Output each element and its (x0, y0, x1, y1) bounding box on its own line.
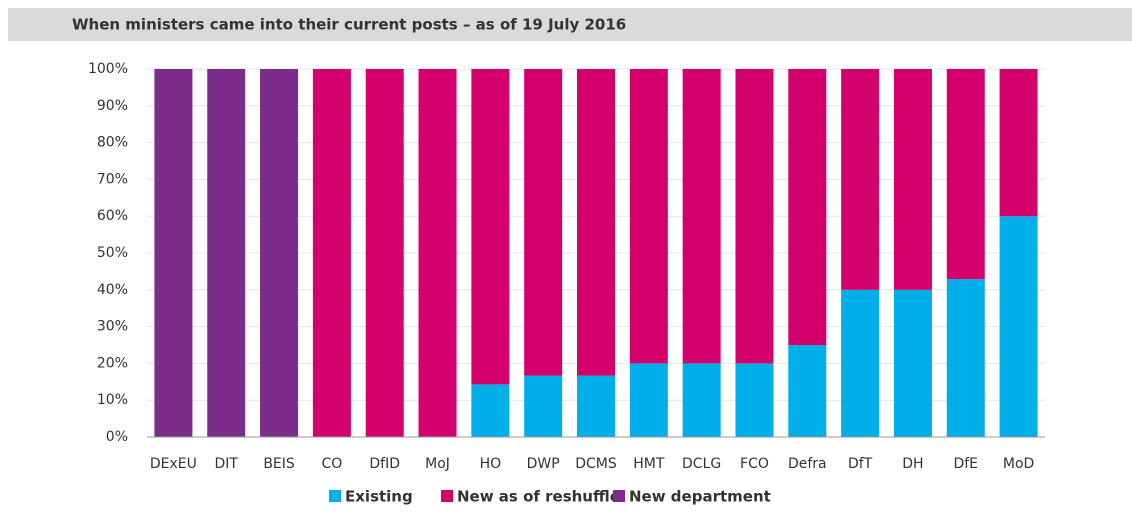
x-tick-label: DWP (527, 456, 560, 472)
bar-segment (629, 363, 668, 437)
x-tick-label: HO (480, 456, 502, 472)
bar-segment (207, 69, 246, 437)
x-tick-label: DH (902, 456, 923, 472)
bar-segment (629, 69, 668, 364)
y-tick-label: 100% (88, 61, 128, 77)
bar-segment (946, 279, 985, 437)
bar-segment (682, 69, 721, 364)
bar-segment (365, 69, 404, 437)
x-tick-label: MoJ (425, 456, 450, 472)
y-tick-label: 20% (97, 355, 128, 371)
bar-segment (312, 69, 351, 437)
x-tick-label: DfE (953, 456, 978, 472)
bar-segment (682, 363, 721, 437)
bar-segment (524, 69, 563, 376)
y-tick-label: 70% (97, 171, 128, 187)
x-tick-label: DIT (215, 456, 239, 472)
bar-segment (471, 69, 510, 385)
y-tick-label: 80% (97, 135, 128, 151)
bar-segment (577, 69, 615, 376)
x-tick-label: DCMS (575, 456, 617, 472)
y-tick-label: 90% (97, 98, 128, 114)
y-tick-label: 0% (106, 429, 128, 445)
x-tick-label: Defra (788, 456, 827, 472)
bar-segment (788, 69, 827, 345)
bar-segment (260, 69, 299, 437)
bar-segment (841, 69, 880, 290)
x-tick-label: HMT (633, 456, 665, 472)
chart-title: When ministers came into their current p… (72, 16, 626, 34)
bar-segment (999, 69, 1038, 217)
title-band (8, 8, 1132, 41)
x-tick-label: BEIS (263, 456, 295, 472)
bar-segment (524, 375, 563, 437)
bar-segment (893, 69, 932, 290)
x-tick-label: FCO (740, 456, 769, 472)
legend-swatch (613, 490, 625, 502)
y-tick-label: 10% (97, 392, 128, 408)
bar-segment (735, 69, 774, 364)
bar-segment (999, 216, 1038, 437)
bar-segment (946, 69, 985, 280)
x-tick-label: MoD (1003, 456, 1034, 472)
y-tick-label: 50% (97, 245, 128, 261)
legend-label: Existing (345, 488, 413, 506)
bar-segment (893, 289, 932, 437)
y-tick-label: 30% (97, 319, 128, 335)
x-tick-label: DCLG (682, 456, 721, 472)
bar-segment (577, 375, 615, 437)
legend-label: New department (629, 488, 771, 506)
x-tick-label: DExEU (150, 456, 197, 472)
x-tick-label: DfID (369, 456, 400, 472)
bar-segment (418, 69, 457, 437)
bar-segment (788, 345, 827, 437)
legend-swatch (441, 490, 453, 502)
y-tick-label: 60% (97, 208, 128, 224)
x-tick-label: DfT (848, 456, 873, 472)
bar-segment (471, 384, 510, 437)
bar-segment (154, 69, 193, 437)
legend-swatch (329, 490, 341, 502)
legend-label: New as of reshuffle (457, 488, 620, 506)
bar-segment (735, 363, 774, 437)
bar-segment (841, 289, 880, 437)
y-tick-label: 40% (97, 282, 128, 298)
x-tick-label: CO (321, 456, 342, 472)
